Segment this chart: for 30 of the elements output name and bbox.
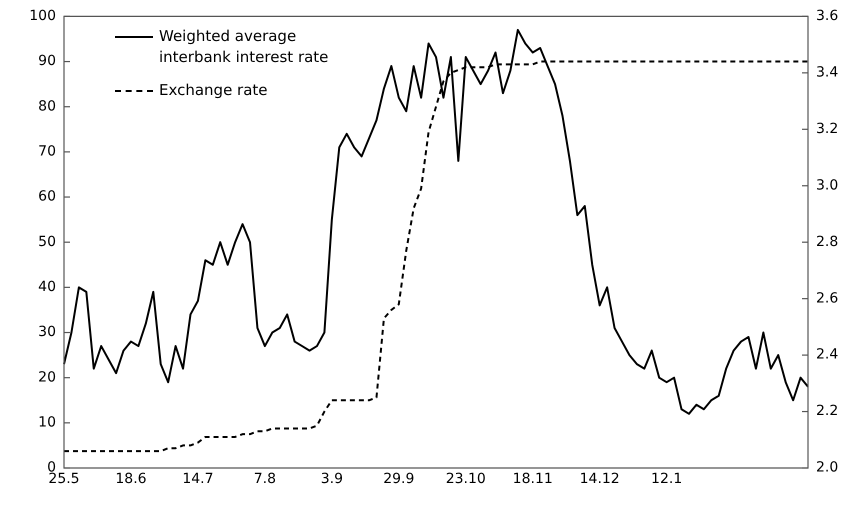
y-tick-label: 70: [38, 144, 56, 160]
y2-tick-label: 3.6: [816, 8, 838, 24]
x-tick-label: 18.11: [512, 471, 553, 488]
y-tick-label: 10: [38, 414, 56, 430]
y-tick-label: 100: [29, 8, 56, 24]
x-tick-label: 7.8: [254, 471, 276, 488]
y2-tick-label: 3.4: [816, 64, 838, 80]
y2-tick-label: 2.2: [816, 403, 838, 420]
y-tick-label: 60: [38, 188, 56, 205]
y2-tick-label: 2.6: [816, 290, 838, 306]
y2-tick-label: 3.2: [816, 120, 838, 137]
x-tick-label: 29.9: [383, 471, 414, 488]
x-tick-label: 14.7: [182, 471, 214, 488]
legend-label: Weighted average interbank interest rate: [159, 26, 330, 68]
y-tick-label: 20: [38, 369, 56, 386]
x-tick-label: 12.1: [651, 471, 682, 488]
x-tick-label: 18.6: [115, 471, 147, 488]
y2-tick-label: 2.0: [816, 460, 838, 476]
legend-label: Exchange rate: [159, 80, 268, 101]
x-tick-label: 23.10: [446, 471, 486, 488]
y-tick-label: 80: [38, 98, 56, 114]
y-tick-label: 30: [38, 324, 56, 340]
y2-tick-label: 2.8: [816, 234, 838, 250]
y2-tick-label: 3.0: [816, 177, 838, 194]
x-tick-label: 3.9: [320, 471, 343, 488]
x-tick-label: 14.12: [580, 471, 620, 488]
y-tick-label: 50: [38, 234, 56, 250]
y-tick-label: 90: [38, 53, 56, 70]
y-tick-label: 40: [38, 279, 56, 295]
y2-tick-label: 2.4: [816, 346, 838, 363]
